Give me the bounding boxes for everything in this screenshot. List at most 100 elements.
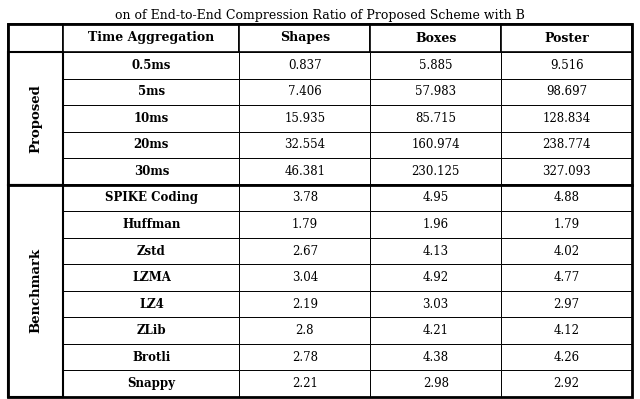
Bar xyxy=(8,185,632,397)
Bar xyxy=(8,158,63,185)
Bar xyxy=(501,185,632,211)
Text: 3.04: 3.04 xyxy=(292,271,318,284)
Text: 15.935: 15.935 xyxy=(284,112,326,125)
Bar xyxy=(501,317,632,344)
Bar xyxy=(8,52,63,79)
Bar xyxy=(8,185,63,211)
Bar xyxy=(63,344,239,370)
Bar xyxy=(8,185,63,397)
Bar xyxy=(239,264,371,291)
Bar xyxy=(501,105,632,132)
Bar xyxy=(239,24,371,52)
Text: 46.381: 46.381 xyxy=(284,165,325,178)
Bar xyxy=(8,317,63,344)
Bar xyxy=(63,238,239,264)
Bar xyxy=(239,344,371,370)
Text: 3.03: 3.03 xyxy=(422,298,449,310)
Bar xyxy=(8,238,63,264)
Text: Snappy: Snappy xyxy=(127,377,175,390)
Bar xyxy=(371,79,501,105)
Text: 98.697: 98.697 xyxy=(546,85,587,98)
Text: 5ms: 5ms xyxy=(138,85,165,98)
Bar xyxy=(501,158,632,185)
Text: ZLib: ZLib xyxy=(136,324,166,337)
Text: on of End-to-End Compression Ratio of Proposed Scheme with B: on of End-to-End Compression Ratio of Pr… xyxy=(115,9,525,22)
Text: SPIKE Coding: SPIKE Coding xyxy=(105,192,198,204)
Bar xyxy=(63,24,239,52)
Bar xyxy=(239,79,371,105)
Text: 2.21: 2.21 xyxy=(292,377,318,390)
Bar xyxy=(371,370,501,397)
Text: 1.96: 1.96 xyxy=(422,218,449,231)
Bar xyxy=(371,291,501,317)
Bar xyxy=(371,344,501,370)
Bar xyxy=(371,132,501,158)
Bar xyxy=(371,158,501,185)
Text: 30ms: 30ms xyxy=(134,165,169,178)
Text: 2.19: 2.19 xyxy=(292,298,318,310)
Bar xyxy=(501,79,632,105)
Bar xyxy=(501,132,632,158)
Text: LZMA: LZMA xyxy=(132,271,171,284)
Bar xyxy=(239,370,371,397)
Bar xyxy=(239,317,371,344)
Bar xyxy=(371,105,501,132)
Bar xyxy=(371,317,501,344)
Bar xyxy=(8,24,63,52)
Bar xyxy=(8,79,63,105)
Text: 1.79: 1.79 xyxy=(292,218,318,231)
Bar xyxy=(63,52,239,79)
Text: Time Aggregation: Time Aggregation xyxy=(88,32,214,45)
Bar xyxy=(501,211,632,238)
Bar xyxy=(63,317,239,344)
Bar xyxy=(63,158,239,185)
Bar xyxy=(8,132,63,158)
Text: Shapes: Shapes xyxy=(280,32,330,45)
Bar xyxy=(63,185,239,211)
Text: 7.406: 7.406 xyxy=(288,85,322,98)
Bar xyxy=(239,52,371,79)
Text: 4.38: 4.38 xyxy=(422,351,449,364)
Text: Poster: Poster xyxy=(544,32,589,45)
Text: 57.983: 57.983 xyxy=(415,85,456,98)
Text: Benchmark: Benchmark xyxy=(29,248,42,334)
Text: 10ms: 10ms xyxy=(134,112,169,125)
Bar xyxy=(63,79,239,105)
Text: 4.88: 4.88 xyxy=(554,192,580,204)
Text: Zstd: Zstd xyxy=(137,245,166,257)
Bar xyxy=(8,344,63,370)
Bar xyxy=(371,264,501,291)
Text: 327.093: 327.093 xyxy=(542,165,591,178)
Text: Proposed: Proposed xyxy=(29,84,42,153)
Bar xyxy=(501,291,632,317)
Text: 5.885: 5.885 xyxy=(419,59,452,72)
Text: 2.92: 2.92 xyxy=(554,377,580,390)
Text: 4.12: 4.12 xyxy=(554,324,580,337)
Text: 85.715: 85.715 xyxy=(415,112,456,125)
Text: 2.97: 2.97 xyxy=(554,298,580,310)
Bar xyxy=(63,132,239,158)
Bar xyxy=(239,185,371,211)
Text: 4.77: 4.77 xyxy=(554,271,580,284)
Text: 0.5ms: 0.5ms xyxy=(132,59,171,72)
Text: 32.554: 32.554 xyxy=(284,138,326,151)
Bar xyxy=(239,238,371,264)
Text: 2.98: 2.98 xyxy=(423,377,449,390)
Text: 238.774: 238.774 xyxy=(542,138,591,151)
Bar xyxy=(371,52,501,79)
Bar xyxy=(501,264,632,291)
Bar xyxy=(501,238,632,264)
Bar xyxy=(8,370,63,397)
Text: 4.21: 4.21 xyxy=(423,324,449,337)
Bar xyxy=(8,264,63,291)
Text: Huffman: Huffman xyxy=(122,218,180,231)
Text: LZ4: LZ4 xyxy=(139,298,164,310)
Text: 2.67: 2.67 xyxy=(292,245,318,257)
Bar xyxy=(8,211,63,238)
Text: 128.834: 128.834 xyxy=(543,112,591,125)
Bar xyxy=(239,158,371,185)
Text: 2.78: 2.78 xyxy=(292,351,318,364)
Text: 20ms: 20ms xyxy=(134,138,169,151)
Text: 4.02: 4.02 xyxy=(554,245,580,257)
Text: 160.974: 160.974 xyxy=(412,138,460,151)
